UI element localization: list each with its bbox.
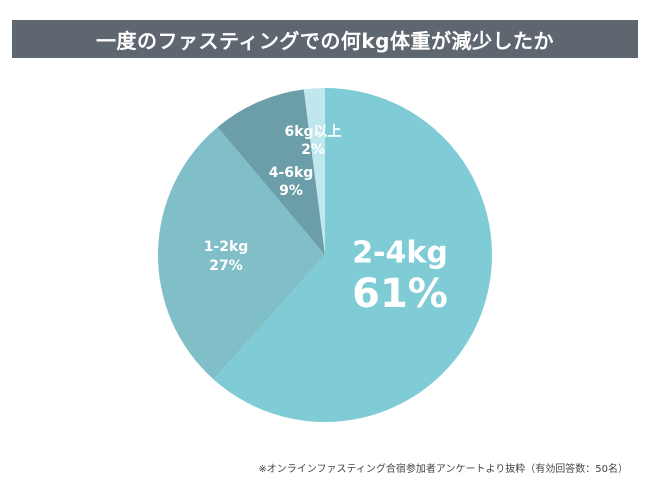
pie-slice-2-4kg <box>213 88 492 422</box>
chart-title: 一度のファスティングでの何kg体重が減少したか <box>96 28 554 53</box>
title-banner: 一度のファスティングでの何kg体重が減少したか <box>12 20 638 58</box>
slice-percent-6kg-plus: 2% <box>301 142 325 158</box>
slice-percent-4-6kg: 9% <box>279 183 303 199</box>
pie-slice-1-2kg <box>157 127 325 380</box>
pie-slice-4-6kg <box>217 89 325 255</box>
footnote: ※オンラインファスティング合宿参加者アンケートより抜粋（有効回答数：50名） <box>258 464 628 475</box>
slice-label-6kg-plus: 6kg以上 <box>284 124 341 140</box>
slice-label-4-6kg: 4-6kg <box>269 165 314 181</box>
slice-percent-2-4kg: 61% <box>352 271 448 317</box>
slice-label-2-4kg: 2-4kg <box>352 236 448 271</box>
slice-label-1-2kg: 1-2kg <box>204 239 249 255</box>
pie-slice-6kg-plus <box>303 88 325 255</box>
slice-percent-1-2kg: 27% <box>209 258 243 274</box>
